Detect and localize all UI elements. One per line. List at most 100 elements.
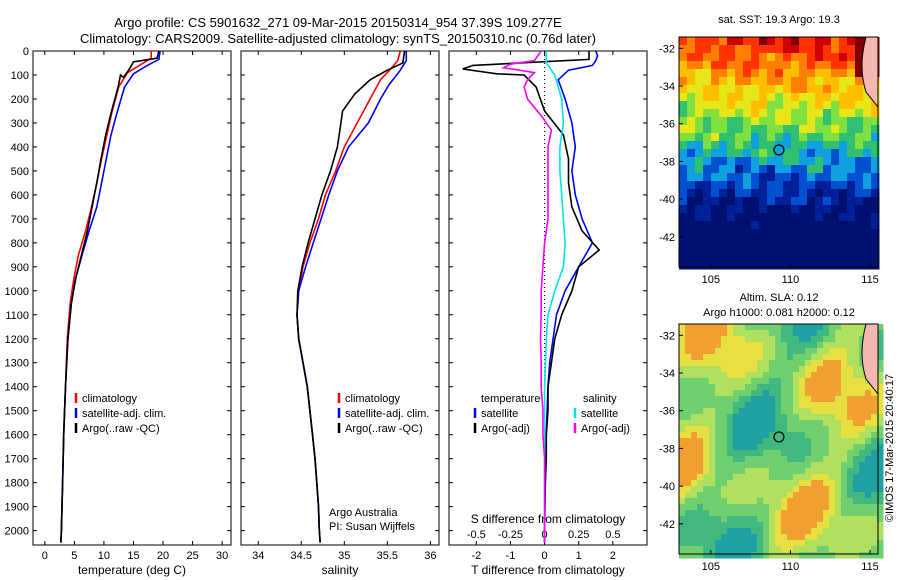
map-cell — [727, 133, 736, 142]
map-cell — [829, 336, 836, 343]
map-cell — [721, 342, 728, 349]
map-cell — [865, 552, 872, 559]
map-cell — [721, 462, 728, 469]
map-cell — [823, 85, 832, 94]
map-cell — [679, 354, 686, 361]
map-cell — [791, 101, 800, 110]
map-cell — [823, 149, 832, 158]
map-cell — [743, 53, 752, 62]
map-cell — [751, 93, 760, 102]
map-cell — [839, 149, 848, 158]
map-cell — [847, 37, 856, 46]
map-cell — [695, 85, 704, 94]
map-cell — [763, 474, 770, 481]
map-cell — [757, 330, 764, 337]
map-cell — [739, 330, 746, 337]
map-cell — [805, 480, 812, 487]
map-cell — [679, 540, 686, 547]
map-cell — [807, 141, 816, 150]
map-cell — [775, 229, 784, 238]
map-cell — [841, 492, 848, 499]
map-cell — [775, 261, 784, 270]
map-cell — [847, 261, 856, 270]
map-cell — [787, 552, 794, 559]
map-cell — [853, 510, 860, 517]
map-cell — [751, 456, 758, 463]
map-cell — [757, 390, 764, 397]
map-cell — [847, 546, 854, 553]
map-cell — [685, 528, 692, 535]
map-cell — [841, 420, 848, 427]
map-cell — [691, 366, 698, 373]
map-cell — [719, 149, 728, 158]
map-cell — [751, 426, 758, 433]
map-cell — [815, 117, 824, 126]
map-cell — [805, 456, 812, 463]
map-cell — [703, 61, 712, 70]
map-cell — [751, 261, 760, 270]
map-cell — [835, 516, 842, 523]
map-cell — [719, 109, 728, 118]
map-cell — [739, 474, 746, 481]
map-cell — [703, 516, 710, 523]
map-cell — [697, 372, 704, 379]
map-cell — [877, 432, 884, 439]
map-cell — [679, 197, 688, 206]
map-cell — [745, 450, 752, 457]
map-cell — [751, 540, 758, 547]
map-cell — [703, 426, 710, 433]
map-cell — [687, 53, 696, 62]
map-cell — [739, 522, 746, 529]
map-cell — [691, 378, 698, 385]
map-cell — [769, 324, 776, 331]
map-cell — [817, 342, 824, 349]
map-cell — [855, 93, 864, 102]
map-cell — [855, 109, 864, 118]
map-cell — [829, 366, 836, 373]
map-cell — [727, 468, 734, 475]
map-cell — [727, 456, 734, 463]
series-line — [501, 50, 553, 543]
map-cell — [697, 552, 704, 559]
map-cell — [829, 510, 836, 517]
map-cell — [877, 342, 884, 349]
map-cell — [841, 414, 848, 421]
map-cell — [859, 552, 866, 559]
map-cell — [815, 189, 824, 198]
map-cell — [687, 69, 696, 78]
map-cell — [847, 133, 856, 142]
map-cell — [697, 390, 704, 397]
map-cell — [721, 348, 728, 355]
map-cell — [679, 456, 686, 463]
map-cell — [715, 324, 722, 331]
map-cell — [711, 45, 720, 54]
map-cell — [763, 510, 770, 517]
map-cell — [735, 149, 744, 158]
map-cell — [687, 45, 696, 54]
map-cell — [697, 456, 704, 463]
map-cell — [703, 342, 710, 349]
map-cell — [799, 93, 808, 102]
map-cell — [727, 93, 736, 102]
map-cell — [709, 402, 716, 409]
map-cell — [703, 408, 710, 415]
map-cell — [799, 205, 808, 214]
map-cell — [781, 342, 788, 349]
map-cell — [793, 324, 800, 331]
map-cell — [715, 426, 722, 433]
map-cell — [823, 450, 830, 457]
map-cell — [853, 402, 860, 409]
map-cell — [791, 253, 800, 262]
map-cell — [775, 336, 782, 343]
map-cell — [807, 93, 816, 102]
map-cell — [691, 468, 698, 475]
map-cell — [871, 462, 878, 469]
map-cell — [703, 510, 710, 517]
map-cell — [835, 540, 842, 547]
map-cell — [799, 61, 808, 70]
map-cell — [817, 540, 824, 547]
y-tick-label: 1100 — [5, 310, 29, 322]
map-cell — [829, 486, 836, 493]
map-cell — [679, 384, 686, 391]
map-cell — [805, 330, 812, 337]
